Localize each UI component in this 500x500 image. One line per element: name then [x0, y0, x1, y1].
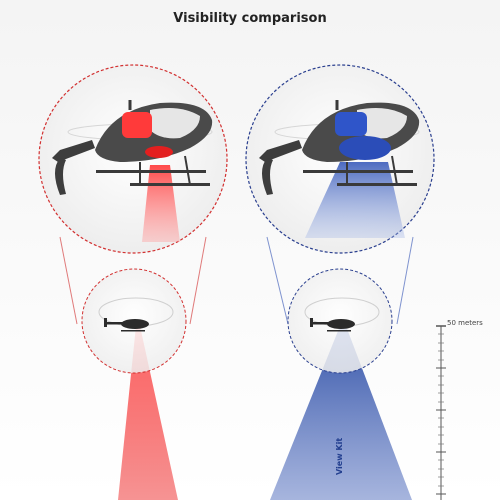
right-zoom-connectors: [266, 236, 414, 325]
left-zoom-connectors: [59, 236, 207, 325]
right-detail-beam: [305, 162, 405, 238]
scale-bar-minor-ticks: [438, 333, 444, 487]
right-large-helicopter: [259, 100, 420, 195]
left-large-helicopter: [52, 100, 213, 195]
scale-label: 50 meters: [447, 319, 483, 327]
right-small-helicopter: [310, 318, 355, 332]
scale-bar: [436, 325, 446, 500]
diagram-title: Visibility comparison: [173, 11, 327, 26]
view-kit-label: View Kit: [335, 437, 344, 475]
blue-ground-beam: [270, 326, 412, 500]
left-small-helicopter: [104, 318, 149, 332]
